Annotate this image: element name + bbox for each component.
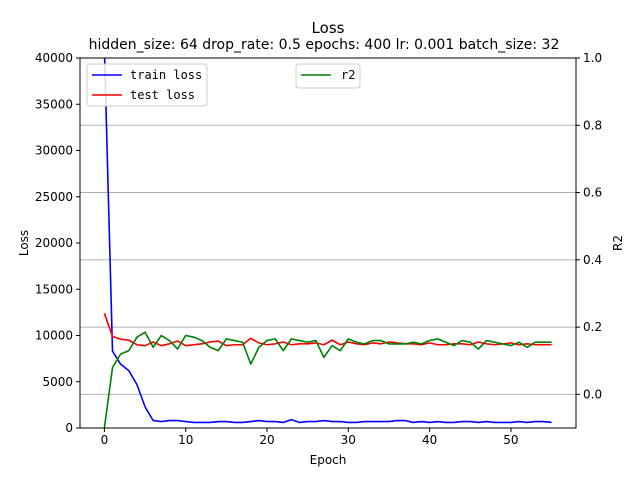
legend-train-label: train loss — [130, 68, 202, 82]
y-axis-ticks: 0 5000 10000 15000 20000 25000 30000 35000 40000 — [35, 51, 80, 435]
y2-tick-label-2: 0.4 — [583, 253, 602, 267]
y-tick-label-0: 0 — [65, 421, 73, 435]
y2-tick-label-1: 0.2 — [583, 320, 602, 334]
series-line-r2 — [103, 331, 552, 428]
y2-tick-label-0: 0.0 — [583, 387, 602, 401]
x-tick-label-0: 0 — [101, 433, 109, 447]
chart-subtitle: hidden_size: 64 drop_rate: 0.5 epochs: 4… — [89, 37, 560, 53]
y-tick-label-2: 10000 — [35, 329, 73, 343]
y2-tick-label-3: 0.6 — [583, 186, 602, 200]
x-tick-label-5: 50 — [503, 433, 518, 447]
y-tick-label-3: 15000 — [35, 282, 73, 296]
grid-layer — [80, 124, 576, 395]
y2-axis-ticks: 0.0 0.2 0.4 0.6 0.8 1.0 — [576, 51, 602, 401]
chart-title: Loss — [312, 19, 345, 37]
y-tick-label-1: 5000 — [42, 375, 73, 389]
series-line-test-loss — [103, 313, 552, 347]
legend-left: train loss test loss — [86, 63, 208, 107]
legend-right: r2 — [295, 63, 361, 89]
series-line-train-loss — [103, 58, 552, 424]
x-axis-ticks: 0 10 20 30 40 50 — [101, 428, 519, 447]
y-tick-label-6: 30000 — [35, 144, 73, 158]
legend-r2-label: r2 — [341, 68, 355, 82]
x-tick-label-1: 10 — [178, 433, 193, 447]
y2-tick-label-5: 1.0 — [583, 51, 602, 65]
x-tick-label-2: 20 — [259, 433, 274, 447]
y-tick-label-8: 40000 — [35, 51, 73, 65]
legend-test-label: test loss — [130, 88, 195, 102]
y-tick-label-7: 35000 — [35, 97, 73, 111]
y2-tick-label-4: 0.8 — [583, 118, 602, 132]
legend-right-box — [295, 63, 361, 89]
x-tick-label-4: 40 — [422, 433, 437, 447]
series-layer — [103, 58, 552, 428]
x-axis-label: Epoch — [310, 453, 347, 467]
y-tick-label-5: 25000 — [35, 190, 73, 204]
x-tick-label-3: 30 — [341, 433, 356, 447]
y-tick-label-4: 20000 — [35, 236, 73, 250]
y-axis-label: Loss — [17, 230, 31, 256]
y2-axis-label: R2 — [611, 235, 625, 251]
